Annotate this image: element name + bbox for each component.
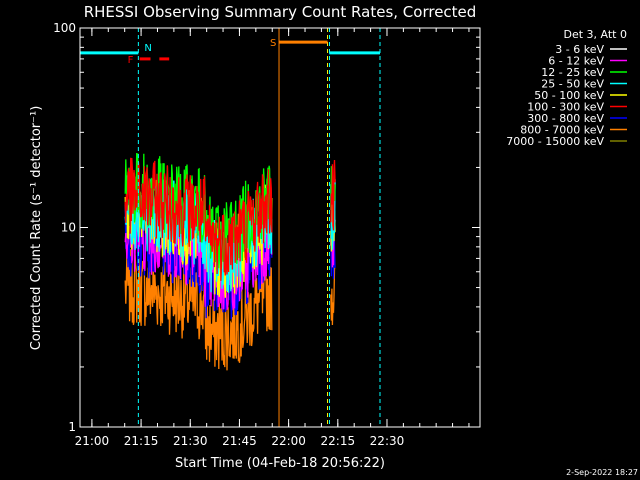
axes: 1 10 100 21:00 21:15 21:30 21:45 22:00 22:15 22:3… [53,21,480,448]
series-trace [330,179,336,250]
legend-label: 100 - 300 keV [527,101,604,114]
x-tick-label: 21:15 [124,434,159,448]
footer-timestamp: 2-Sep-2022 18:27 [566,468,638,477]
legend-label: 25 - 50 keV [541,78,604,91]
legend-label: 7000 - 15000 keV [506,135,604,148]
flag-label: S [270,38,276,49]
x-tick-label: 21:30 [173,434,208,448]
series-trace [124,249,273,371]
legend-label: 50 - 100 keV [534,89,604,102]
y-tick-label: 1 [68,420,76,434]
plot-data [124,152,336,371]
x-axis-label: Start Time (04-Feb-18 20:56:22) [175,456,385,471]
legend-label: 3 - 6 keV [555,43,604,56]
flag-label: N [144,43,151,54]
legend-header: Det 3, Att 0 [564,28,628,41]
x-tick-label: 21:45 [222,434,257,448]
legend-label: 300 - 800 keV [527,112,604,125]
chart-title: RHESSI Observing Summary Count Rates, Co… [84,3,477,21]
series-trace [330,267,336,326]
y-tick-label: 10 [61,221,76,235]
x-tick-label: 22:15 [321,434,356,448]
y-axis-label: Corrected Count Rate (s⁻¹ detector⁻¹) [29,106,44,351]
series-trace [124,157,273,281]
legend-label: 6 - 12 keV [548,55,604,68]
series-trace [330,159,336,231]
legend-label: 800 - 7000 keV [520,124,604,137]
legend-label: 12 - 25 keV [541,66,604,79]
x-tick-label: 22:30 [370,434,405,448]
flag-label: F [128,55,134,66]
x-tick-label: 21:00 [75,434,110,448]
x-tick-label: 22:00 [271,434,306,448]
y-tick-label: 100 [53,21,76,35]
